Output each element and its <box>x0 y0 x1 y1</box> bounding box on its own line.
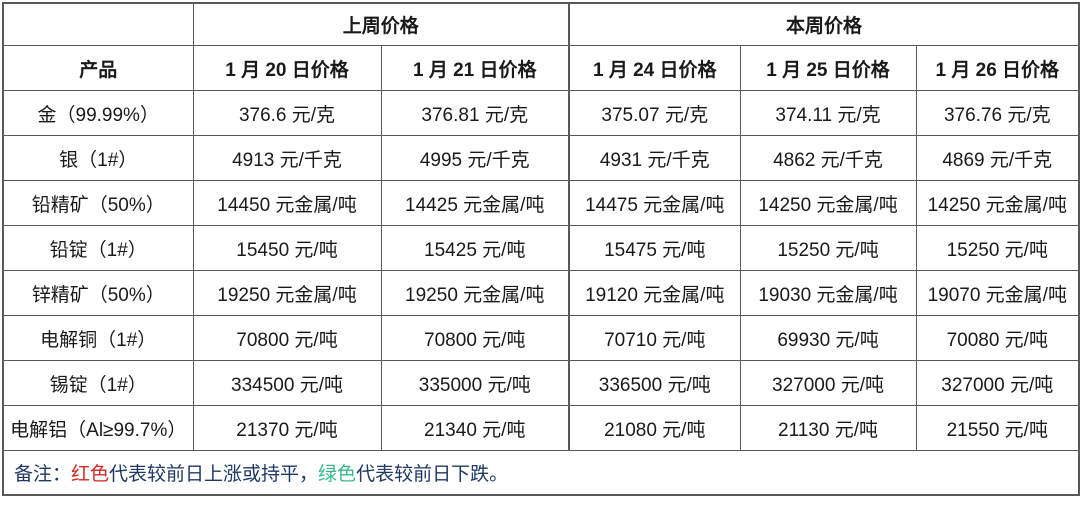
price-cell: 4913 元/千克 <box>192 135 382 181</box>
corner-cell <box>2 2 194 46</box>
price-cell: 70800 元/吨 <box>192 315 382 361</box>
price-cell: 21370 元/吨 <box>192 405 382 451</box>
price-cell: 336500 元/吨 <box>568 360 741 406</box>
product-cell: 铅精矿（50%） <box>2 180 194 226</box>
price-cell: 19250 元金属/吨 <box>192 270 382 316</box>
price-cell: 21130 元/吨 <box>739 405 917 451</box>
table-row: 铅锭（1#） 15450 元/吨 15425 元/吨 15475 元/吨 15250 元… <box>2 225 1080 271</box>
table-row: 电解铝（Al≥99.7%） 21370 元/吨 21340 元/吨 21080 元/吨… <box>2 405 1080 451</box>
price-cell: 14250 元金属/吨 <box>739 180 917 226</box>
price-cell: 70710 元/吨 <box>568 315 741 361</box>
price-cell: 21340 元/吨 <box>380 405 570 451</box>
note-cell: 备注：红色代表较前日上涨或持平，绿色代表较前日下跌。 <box>2 450 1080 496</box>
product-cell: 银（1#） <box>2 135 194 181</box>
product-cell: 电解铜（1#） <box>2 315 194 361</box>
table-row: 铅精矿（50%） 14450 元金属/吨 14425 元金属/吨 14475 元金属/… <box>2 180 1080 226</box>
price-cell: 70800 元/吨 <box>380 315 570 361</box>
note-green-label: 绿色 <box>318 464 357 485</box>
price-cell: 374.11 元/克 <box>739 90 917 136</box>
this-week-header: 本周价格 <box>568 2 1080 46</box>
product-cell: 电解铝（Al≥99.7%） <box>2 405 194 451</box>
price-cell: 14475 元金属/吨 <box>568 180 741 226</box>
price-cell: 15450 元/吨 <box>192 225 382 271</box>
product-cell: 金（99.99%） <box>2 90 194 136</box>
price-cell: 376.76 元/克 <box>915 90 1080 136</box>
price-cell: 327000 元/吨 <box>739 360 917 406</box>
price-cell: 4931 元/千克 <box>568 135 741 181</box>
price-cell: 4869 元/千克 <box>915 135 1080 181</box>
price-cell: 15250 元/吨 <box>915 225 1080 271</box>
price-cell: 14450 元金属/吨 <box>192 180 382 226</box>
note-red-desc: 代表较前日上涨或持平， <box>109 464 319 485</box>
price-cell: 15425 元/吨 <box>380 225 570 271</box>
price-cell: 69930 元/吨 <box>739 315 917 361</box>
price-cell: 4995 元/千克 <box>380 135 570 181</box>
last-week-header: 上周价格 <box>192 2 570 46</box>
note-green-desc: 代表较前日下跌。 <box>356 464 509 485</box>
product-cell: 锡锭（1#） <box>2 360 194 406</box>
table-row: 锌精矿（50%） 19250 元金属/吨 19250 元金属/吨 19120 元金属/… <box>2 270 1080 316</box>
metal-price-table: 上周价格 本周价格 产品 1 月 20 日价格 1 月 21 日价格 1 月 2… <box>2 2 1080 496</box>
note-row: 备注：红色代表较前日上涨或持平，绿色代表较前日下跌。 <box>2 450 1080 496</box>
price-cell: 21080 元/吨 <box>568 405 741 451</box>
price-cell: 334500 元/吨 <box>192 360 382 406</box>
date-header-jan25: 1 月 25 日价格 <box>739 45 917 91</box>
price-cell: 14425 元金属/吨 <box>380 180 570 226</box>
table-row: 电解铜（1#） 70800 元/吨 70800 元/吨 70710 元/吨 69930 … <box>2 315 1080 361</box>
note-prefix: 备注： <box>14 464 72 485</box>
product-column-header: 产品 <box>2 45 194 91</box>
date-header-jan24: 1 月 24 日价格 <box>568 45 741 91</box>
price-cell: 19070 元金属/吨 <box>915 270 1080 316</box>
price-cell: 376.81 元/克 <box>380 90 570 136</box>
price-cell: 15250 元/吨 <box>739 225 917 271</box>
price-cell: 19250 元金属/吨 <box>380 270 570 316</box>
price-cell: 15475 元/吨 <box>568 225 741 271</box>
price-cell: 335000 元/吨 <box>380 360 570 406</box>
table-row: 锡锭（1#） 334500 元/吨 335000 元/吨 336500 元/吨 3270… <box>2 360 1080 406</box>
price-cell: 327000 元/吨 <box>915 360 1080 406</box>
price-cell: 375.07 元/克 <box>568 90 741 136</box>
table-row: 金（99.99%） 376.6 元/克 376.81 元/克 375.07 元/克 37… <box>2 90 1080 136</box>
product-cell: 铅锭（1#） <box>2 225 194 271</box>
table-row: 银（1#） 4913 元/千克 4995 元/千克 4931 元/千克 4862 元/千… <box>2 135 1080 181</box>
price-cell: 21550 元/吨 <box>915 405 1080 451</box>
product-cell: 锌精矿（50%） <box>2 270 194 316</box>
date-header-jan20: 1 月 20 日价格 <box>192 45 382 91</box>
date-header-jan21: 1 月 21 日价格 <box>380 45 570 91</box>
price-cell: 4862 元/千克 <box>739 135 917 181</box>
price-cell: 70080 元/吨 <box>915 315 1080 361</box>
group-header-row: 上周价格 本周价格 <box>2 2 1080 46</box>
price-cell: 19120 元金属/吨 <box>568 270 741 316</box>
price-cell: 376.6 元/克 <box>192 90 382 136</box>
date-header-jan26: 1 月 26 日价格 <box>915 45 1080 91</box>
price-cell: 19030 元金属/吨 <box>739 270 917 316</box>
price-cell: 14250 元金属/吨 <box>915 180 1080 226</box>
date-header-row: 产品 1 月 20 日价格 1 月 21 日价格 1 月 24 日价格 1 月 … <box>2 45 1080 91</box>
note-red-label: 红色 <box>71 464 110 485</box>
